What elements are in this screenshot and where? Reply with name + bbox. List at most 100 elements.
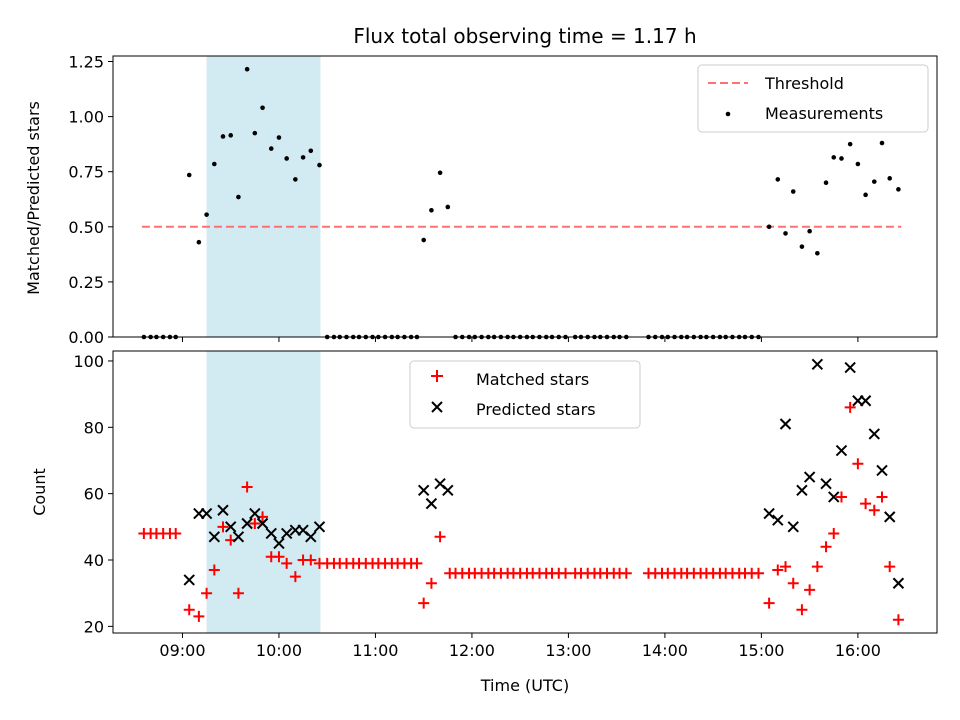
matched-stars-point (241, 481, 253, 493)
predicted-stars-point (835, 444, 848, 457)
y-tick-label: 40 (84, 551, 104, 570)
predicted-stars-point (803, 471, 816, 483)
matched-stars-point (273, 551, 285, 563)
matched-stars-point (835, 491, 847, 503)
predicted-stars-point (265, 527, 277, 540)
matched-stars-point (876, 491, 888, 503)
measurements-point (220, 134, 226, 139)
legend-matched-swatch (431, 370, 443, 382)
matched-stars-point (852, 458, 864, 470)
counts-panel-axes: 20 40 60 80 100 09:00 10:00 11:00 12:00 13:00 14:0… (73, 350, 938, 660)
matched-stars-point (772, 564, 784, 576)
measurements-point (839, 156, 844, 161)
predicted-stars-point (892, 577, 905, 589)
x-tick-label: 13:00 (545, 641, 591, 660)
observing-window-band (206, 56, 321, 337)
ratio-legend: Threshold Measurements (697, 64, 929, 133)
ratio-panel-shading (206, 56, 321, 337)
measurements-point (887, 176, 893, 181)
legend-predicted-swatch (431, 401, 443, 413)
legend-predicted-label: Predicted stars (476, 400, 596, 419)
measurements-point (317, 162, 322, 168)
measurements-point (807, 228, 812, 234)
measurements-point (766, 224, 772, 230)
measurements-point (284, 156, 289, 161)
measurements-point (300, 155, 306, 160)
matched-stars-point (811, 561, 823, 573)
matched-stars-point (281, 557, 293, 569)
legend-matched-label: Matched stars (476, 370, 589, 389)
y-tick-label: 0.00 (68, 328, 104, 347)
predicted-stars-point (779, 418, 792, 430)
matched-stars-point (860, 498, 872, 510)
observing-window-band (206, 351, 321, 633)
measurements-point (268, 146, 274, 151)
measurements-point (252, 130, 258, 136)
matched-stars-point (411, 557, 423, 569)
measurements-point (879, 140, 885, 146)
matched-stars-point (620, 567, 632, 579)
predicted-stars-point (868, 428, 880, 440)
measurements-point (308, 148, 314, 154)
matched-stars-point (434, 531, 446, 543)
matched-stars-point (844, 401, 856, 413)
ratio-y-axis-title: Matched/Predicted stars (24, 101, 43, 295)
y-tick-label: 0.75 (68, 163, 104, 182)
predicted-stars-point (859, 395, 872, 407)
predicted-stars-point (811, 358, 824, 370)
matched-stars-point (289, 571, 301, 583)
predicted-stars-point (772, 514, 784, 526)
predicted-stars-point (305, 531, 317, 543)
measurements-point (421, 237, 426, 243)
matched-stars-point (884, 561, 896, 573)
plot-frame (112, 350, 938, 634)
measurements-point (260, 105, 265, 111)
measurements-point (445, 204, 451, 210)
measurements-point (228, 133, 234, 138)
matched-stars-point (780, 561, 792, 573)
y-tick-label: 60 (84, 485, 104, 504)
measurements-point (429, 207, 434, 213)
measurements-point (196, 239, 202, 245)
measurements-point (212, 161, 217, 167)
predicted-stars-point (313, 521, 326, 533)
predicted-stars-point (828, 491, 840, 503)
predicted-stars-point (884, 511, 896, 523)
measurements-point (815, 250, 820, 256)
measurements-point (186, 172, 192, 178)
predicted-stars-point (876, 464, 888, 477)
matched-stars-point (560, 567, 572, 579)
ratio-legend-box (697, 64, 929, 133)
y-tick-label: 0.50 (68, 218, 104, 237)
y-tick-label: 1.00 (68, 108, 104, 127)
x-tick-label: 12:00 (449, 641, 495, 660)
legend-measurements-swatch (725, 111, 731, 117)
predicted-stars-point (273, 537, 285, 550)
measurements-point (847, 141, 853, 147)
predicted-stars-point (225, 521, 237, 533)
matched-stars-point (193, 610, 205, 622)
x-axis-title: Time (UTC) (480, 676, 569, 695)
counts-legend: Matched stars Predicted stars (409, 360, 641, 429)
measurements-point (855, 161, 861, 167)
measurements-point (790, 189, 796, 194)
measurements-point (244, 66, 250, 72)
y-tick-label: 0.25 (68, 273, 104, 292)
measurements-point (437, 170, 443, 176)
measurements-point (293, 177, 298, 182)
legend-measurements-label: Measurements (765, 104, 883, 123)
measurements-point (831, 155, 837, 160)
matched-stars-point (418, 597, 430, 609)
predicted-stars-point (208, 531, 221, 543)
x-tick-label: 16:00 (835, 641, 881, 660)
predicted-stars-point (200, 507, 213, 520)
predicted-stars-point (256, 517, 269, 530)
measurements-point (204, 212, 209, 217)
measurements-point (775, 177, 781, 182)
measurements-point (863, 192, 868, 198)
predicted-stars-point (425, 497, 438, 510)
predicted-stars-point (844, 361, 856, 374)
counts-y-axis-title: Count (30, 468, 49, 516)
predicted-stars-point (763, 507, 775, 520)
